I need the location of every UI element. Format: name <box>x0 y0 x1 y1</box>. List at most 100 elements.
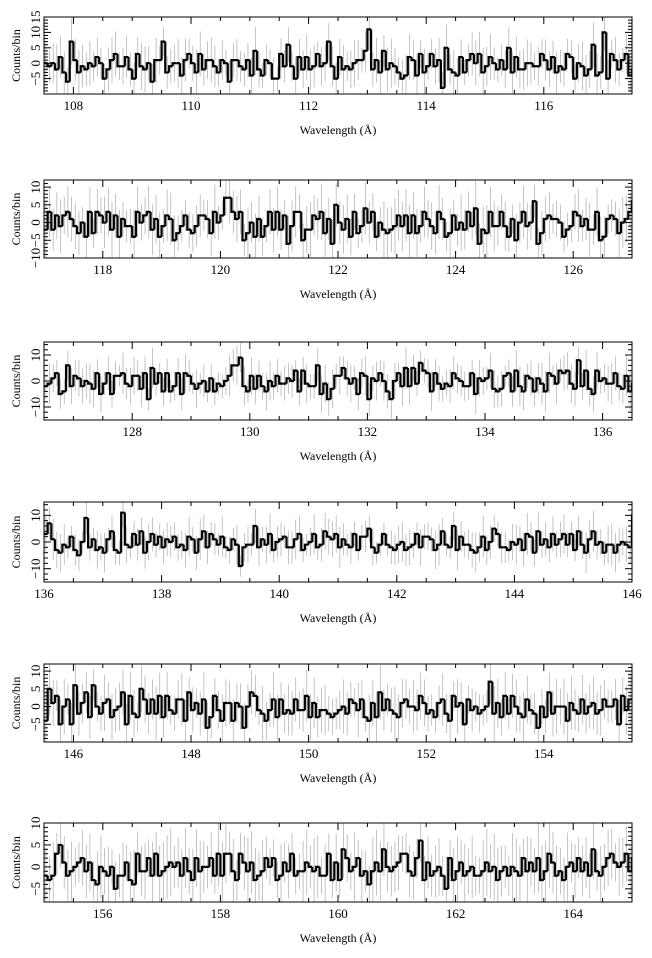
data-bin <box>259 375 265 388</box>
data-bin <box>193 224 199 234</box>
data-bin <box>414 60 419 77</box>
data-bin <box>131 695 136 715</box>
data-bin <box>406 55 412 76</box>
data-bin <box>94 210 100 234</box>
data-bin <box>491 865 497 872</box>
data-bin <box>123 692 129 726</box>
data-bin <box>211 694 217 718</box>
data-bin <box>347 544 353 549</box>
data-bin <box>160 536 166 549</box>
data-bin <box>377 691 383 718</box>
data-bin <box>204 381 210 393</box>
data-bin <box>171 62 177 67</box>
data-bin <box>142 688 147 701</box>
data-bin <box>101 215 107 224</box>
data-bin <box>75 375 81 380</box>
data-bin <box>252 862 258 882</box>
data-bin <box>329 219 335 245</box>
x-tick-label: 164 <box>563 906 583 921</box>
data-bin <box>344 539 350 546</box>
data-bin <box>436 865 441 872</box>
data-bin <box>241 66 247 71</box>
data-bin <box>204 531 210 549</box>
data-bin <box>178 224 184 234</box>
data-bin <box>278 698 283 718</box>
data-bin <box>597 71 603 76</box>
y-axis-title: Counts/bin <box>9 29 23 82</box>
data-bin <box>608 214 614 219</box>
data-bin <box>303 694 309 711</box>
data-bin <box>75 60 81 74</box>
data-bin <box>211 378 217 393</box>
data-bin <box>270 63 276 80</box>
data-bin <box>292 538 298 548</box>
data-bin <box>392 865 397 872</box>
data-bin <box>182 214 188 227</box>
data-bin <box>270 381 276 388</box>
data-bin <box>274 858 280 882</box>
data-bin <box>480 535 485 548</box>
data-bin <box>263 713 269 722</box>
data-bin <box>381 848 386 872</box>
data-bin <box>546 214 552 219</box>
data-bin <box>189 692 195 712</box>
data-bin <box>362 49 368 61</box>
data-bin <box>399 701 405 718</box>
data-bin <box>138 211 144 224</box>
data-bin <box>112 866 118 890</box>
data-bin <box>267 708 272 721</box>
data-bin <box>215 382 221 392</box>
data-bin <box>616 699 621 726</box>
data-bin <box>87 692 92 719</box>
data-bin <box>303 370 309 385</box>
data-bin <box>425 370 430 375</box>
x-tick-label: 118 <box>93 262 112 277</box>
data-bin <box>513 542 519 546</box>
data-bin <box>222 701 228 721</box>
data-bin <box>171 710 177 715</box>
data-bin <box>428 708 434 714</box>
data-bin <box>94 372 100 389</box>
data-bin <box>373 861 379 872</box>
data-bin <box>443 875 449 890</box>
data-bin <box>535 377 541 392</box>
data-bin <box>550 55 555 70</box>
data-bin <box>314 215 320 221</box>
data-bin <box>98 57 103 65</box>
data-bin <box>355 211 361 235</box>
data-bin <box>487 680 493 707</box>
data-bin <box>639 699 643 720</box>
chart-panel-3: 128 130 132 134 136 −10 0 10 Wavelength (Å) Count… <box>9 341 633 463</box>
data-bin <box>219 535 225 545</box>
y-tick-label: 0 <box>28 703 43 710</box>
data-bin <box>68 40 74 82</box>
data-bin <box>344 217 350 230</box>
data-bin <box>362 373 368 377</box>
data-bin <box>230 538 236 550</box>
data-bin <box>403 542 408 552</box>
data-bin <box>285 215 291 245</box>
data-bin <box>568 701 574 721</box>
data-bin <box>127 694 133 725</box>
data-bin <box>520 210 526 223</box>
data-bin <box>215 695 221 712</box>
data-bin <box>421 695 427 705</box>
data-bin <box>590 43 596 70</box>
data-bin <box>539 378 544 385</box>
data-bin <box>447 857 452 889</box>
data-bin <box>384 229 390 235</box>
data-bin <box>436 210 441 234</box>
data-bin <box>248 691 254 707</box>
data-bin <box>314 52 320 67</box>
data-bin <box>403 74 408 79</box>
data-bin <box>546 539 552 549</box>
data-bin <box>189 536 195 541</box>
data-bin <box>101 382 107 394</box>
data-bin <box>197 52 203 73</box>
data-bin <box>623 542 629 546</box>
data-bin <box>381 373 386 383</box>
data-bin <box>296 370 302 393</box>
data-bin <box>189 375 195 385</box>
y-tick-label: 15 <box>28 11 43 24</box>
